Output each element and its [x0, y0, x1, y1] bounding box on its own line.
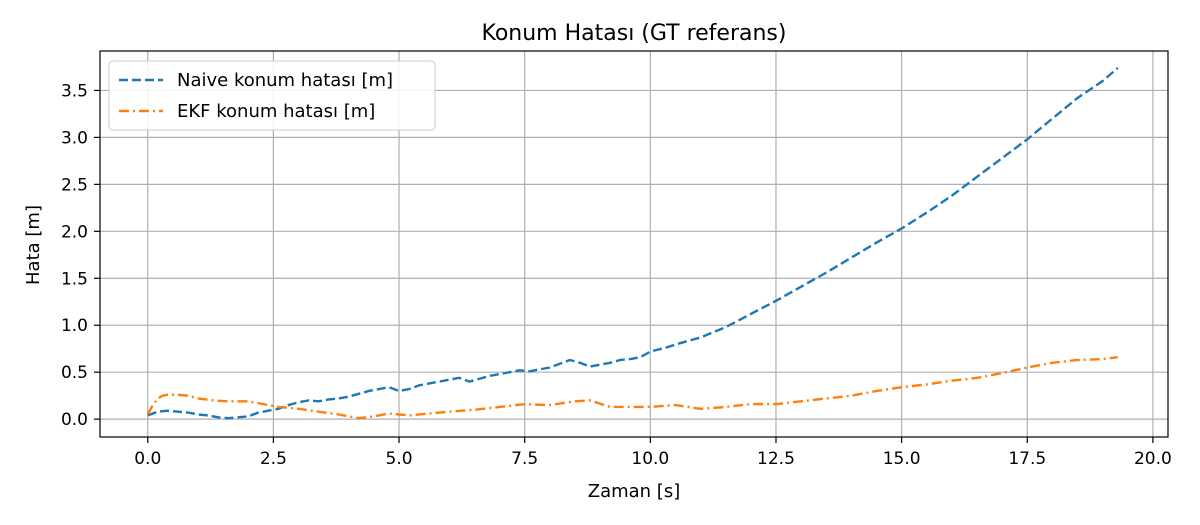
y-tick-label: 1.5	[61, 269, 88, 289]
ekf-error-line	[146, 355, 1118, 420]
x-tick-label: 17.5	[1008, 449, 1046, 469]
x-tick-label: 5.0	[386, 449, 413, 469]
plot-frame	[99, 50, 1169, 438]
y-tick-label: 1.0	[61, 316, 88, 336]
series-lines	[146, 67, 1119, 420]
legend: Naive konum hatası [m] EKF konum hatası …	[108, 60, 436, 131]
naive-error-line	[147, 67, 1119, 420]
x-tick-label: 20.0	[1134, 449, 1172, 469]
x-tick-label: 0.0	[134, 449, 161, 469]
legend-label-naive: Naive konum hatası [m]	[177, 70, 393, 91]
x-axis-label: Zaman [s]	[588, 481, 680, 502]
y-axis-label: Hata [m]	[23, 205, 44, 285]
legend-box	[108, 60, 436, 131]
legend-label-ekf: EKF konum hatası [m]	[177, 101, 375, 122]
y-axis-ticks: 0.0 0.5 1.0 1.5 2.0 2.5 3.0 3.5	[61, 81, 100, 430]
chart-title: Konum Hatası (GT referans)	[482, 21, 787, 46]
x-tick-label: 15.0	[883, 449, 921, 469]
y-tick-label: 2.0	[61, 222, 88, 242]
y-tick-label: 0.0	[61, 410, 88, 430]
y-tick-label: 3.0	[61, 128, 88, 148]
x-tick-label: 2.5	[260, 449, 287, 469]
x-tick-label: 10.0	[631, 449, 669, 469]
x-tick-label: 7.5	[511, 449, 538, 469]
y-tick-label: 2.5	[61, 175, 88, 195]
y-tick-label: 3.5	[61, 81, 88, 101]
y-tick-label: 0.5	[61, 363, 88, 383]
x-tick-label: 12.5	[757, 449, 795, 469]
x-axis-ticks: 0.0 2.5 5.0 7.5 10.0 12.5 15.0 17.5 20.0	[134, 437, 1172, 469]
